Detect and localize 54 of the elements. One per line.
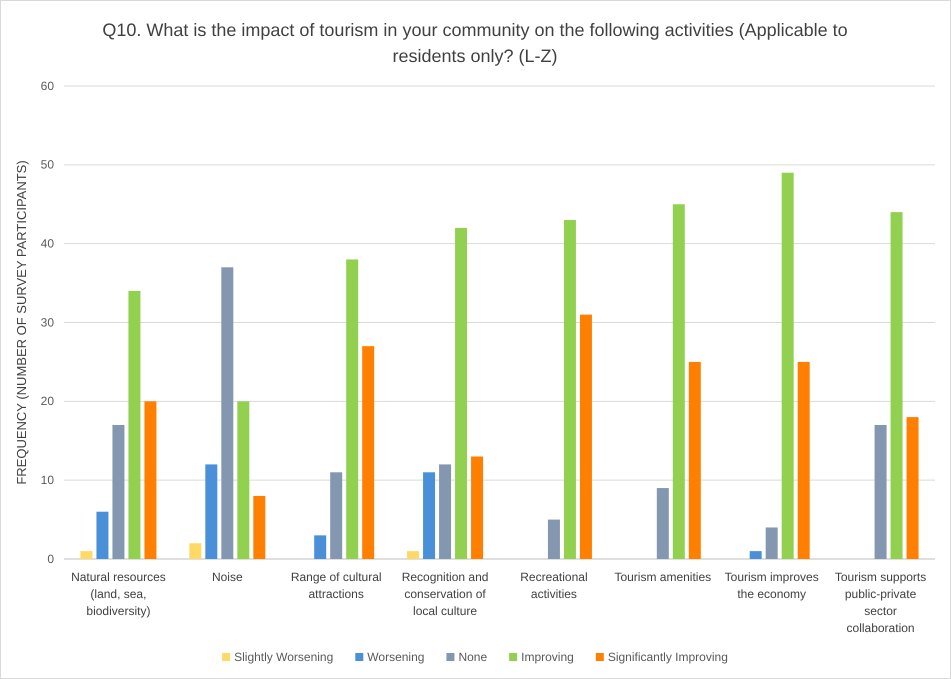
bar bbox=[144, 401, 156, 559]
x-tick-label: Recognition and conservation of local culture bbox=[402, 570, 488, 618]
bar bbox=[330, 472, 342, 559]
y-tick-label: 0 bbox=[47, 552, 54, 566]
bar bbox=[314, 535, 326, 559]
bar bbox=[548, 520, 560, 559]
bar bbox=[221, 267, 234, 559]
x-tick-label: Tourism supports public-private sector collaboration bbox=[834, 570, 926, 635]
bar bbox=[237, 401, 250, 559]
bar bbox=[782, 172, 794, 559]
bar bbox=[564, 220, 576, 559]
bar bbox=[766, 527, 778, 559]
bar bbox=[128, 290, 140, 559]
legend-label: Significantly Improving bbox=[608, 650, 728, 664]
x-tick-label: Tourism amenities bbox=[614, 570, 712, 584]
legend-label: None bbox=[458, 650, 488, 664]
chart-title: Q10. What is the impact of tourism in your community on the following activities (Applicable to residents only? (L-Z) bbox=[102, 20, 848, 66]
y-tick-label: 20 bbox=[40, 394, 54, 408]
bar bbox=[189, 543, 202, 559]
bar bbox=[455, 228, 468, 559]
bar bbox=[471, 456, 484, 559]
y-tick-label: 60 bbox=[40, 78, 54, 93]
y-axis-title: FREQUENCY (NUMBER OF SURVEY PARTICIPANTS) bbox=[14, 160, 29, 485]
bar bbox=[96, 512, 108, 559]
bar bbox=[362, 346, 374, 559]
y-tick-label: 40 bbox=[40, 236, 54, 251]
legend-label: Slightly Worsening bbox=[234, 650, 334, 664]
x-tick-label: Noise bbox=[212, 570, 243, 584]
bar bbox=[672, 204, 685, 559]
bar bbox=[906, 417, 919, 559]
y-tick-label: 30 bbox=[40, 315, 54, 330]
bar bbox=[890, 212, 903, 559]
x-tick-label: Range of cultural attractions bbox=[290, 570, 382, 601]
bar bbox=[253, 496, 266, 559]
bar bbox=[346, 259, 358, 559]
bar bbox=[750, 551, 762, 559]
legend-label: Improving bbox=[521, 650, 574, 664]
y-tick-label: 50 bbox=[40, 158, 54, 172]
bar bbox=[112, 424, 124, 559]
bar bbox=[423, 472, 436, 559]
bar bbox=[874, 424, 887, 559]
bar bbox=[798, 362, 810, 559]
x-tick-label: Tourism improves the economy bbox=[724, 570, 819, 601]
x-tick-label: Natural resources (land, sea, biodiversity) bbox=[71, 570, 166, 618]
x-tick-label: Recreational activities bbox=[520, 570, 588, 601]
y-tick-label: 10 bbox=[40, 473, 54, 488]
legend-label: Worsening bbox=[367, 650, 424, 664]
bar bbox=[439, 464, 452, 559]
bar bbox=[656, 488, 669, 559]
bar bbox=[80, 551, 92, 559]
bar bbox=[407, 551, 420, 559]
bar bbox=[688, 362, 701, 559]
bar bbox=[205, 464, 218, 559]
bar bbox=[580, 314, 592, 559]
